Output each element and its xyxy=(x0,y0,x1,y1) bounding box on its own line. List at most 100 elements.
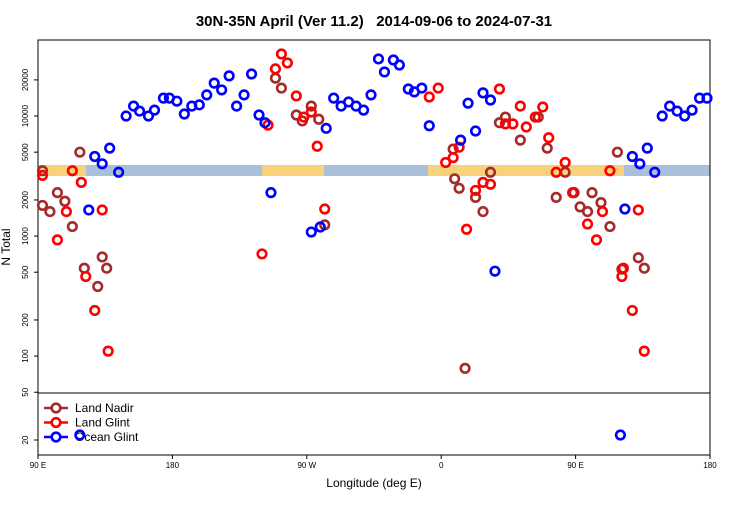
y-tick-label: 20 xyxy=(21,435,30,444)
point xyxy=(208,77,220,89)
point xyxy=(275,82,288,94)
point xyxy=(679,110,691,122)
point xyxy=(171,95,183,107)
legend-marker xyxy=(50,416,62,429)
point xyxy=(83,204,95,216)
point xyxy=(74,146,86,158)
point xyxy=(455,134,467,146)
y-tick-label: 100 xyxy=(21,349,30,363)
land-strip xyxy=(262,165,324,176)
point xyxy=(231,100,243,112)
point xyxy=(634,158,646,170)
point xyxy=(469,191,482,203)
legend-label: Land Nadir xyxy=(75,401,134,415)
point xyxy=(671,105,683,117)
point xyxy=(101,262,113,274)
point xyxy=(469,184,482,197)
point xyxy=(36,169,49,182)
point xyxy=(305,106,317,118)
point xyxy=(477,205,489,218)
legend-label: Land Glint xyxy=(75,416,130,430)
y-axis-label: N Total xyxy=(0,228,13,265)
point xyxy=(574,201,586,213)
point xyxy=(543,132,555,144)
point xyxy=(36,199,49,212)
point xyxy=(319,203,331,215)
point xyxy=(550,191,562,203)
ocean-strip xyxy=(38,165,710,176)
point xyxy=(449,173,461,185)
point xyxy=(590,234,603,246)
point xyxy=(357,104,370,116)
point xyxy=(567,187,579,199)
x-tick-label: 180 xyxy=(703,461,717,470)
point xyxy=(178,108,190,120)
point xyxy=(686,104,698,116)
y-tick-label: 10000 xyxy=(21,104,30,127)
point xyxy=(269,63,282,75)
point xyxy=(393,59,405,71)
point xyxy=(298,111,310,123)
point xyxy=(66,220,78,233)
point xyxy=(649,166,661,178)
point xyxy=(89,150,101,163)
point xyxy=(617,262,629,274)
point xyxy=(641,142,653,154)
point xyxy=(74,429,86,441)
legend-marker xyxy=(50,431,62,443)
point xyxy=(290,90,302,102)
point xyxy=(559,156,571,169)
point xyxy=(305,100,317,112)
point xyxy=(604,220,616,233)
y-tick-label: 2000 xyxy=(21,190,30,208)
point xyxy=(514,100,526,112)
point xyxy=(372,53,385,65)
point xyxy=(142,110,155,122)
point xyxy=(416,82,428,94)
point xyxy=(432,82,444,94)
point xyxy=(223,70,235,82)
chart-title: 30N-35N April (Ver 11.2) 2014-09-06 to 2… xyxy=(196,13,552,30)
point xyxy=(484,178,497,190)
plot-frame xyxy=(37,39,711,456)
y-tick-label: 50 xyxy=(21,387,30,396)
legend-marker xyxy=(50,402,62,414)
point xyxy=(157,92,170,104)
point xyxy=(541,142,553,154)
point xyxy=(96,158,108,170)
point xyxy=(440,156,452,169)
point xyxy=(484,166,497,178)
point xyxy=(423,120,435,132)
point xyxy=(201,89,213,101)
point xyxy=(581,205,594,218)
point xyxy=(245,68,258,80)
point xyxy=(632,204,644,216)
point xyxy=(423,91,435,103)
point xyxy=(611,146,624,158)
point xyxy=(148,104,161,116)
point xyxy=(484,94,497,106)
point xyxy=(314,221,326,233)
y-tick-label: 20000 xyxy=(21,68,30,91)
point xyxy=(80,270,92,283)
point xyxy=(259,117,271,129)
point xyxy=(92,280,104,293)
point xyxy=(104,142,116,154)
point xyxy=(499,111,512,123)
point xyxy=(664,100,676,112)
x-tick-label: 0 xyxy=(439,461,444,470)
point xyxy=(632,252,644,264)
point xyxy=(96,204,108,216)
y-tick-label: 5000 xyxy=(21,143,30,161)
point xyxy=(537,101,549,113)
point xyxy=(550,166,562,178)
x-tick-label: 90 W xyxy=(297,461,316,470)
point xyxy=(447,152,459,164)
point xyxy=(96,251,108,263)
point xyxy=(311,140,323,152)
mask-strip xyxy=(38,165,710,176)
point xyxy=(133,105,146,117)
point xyxy=(320,122,332,134)
